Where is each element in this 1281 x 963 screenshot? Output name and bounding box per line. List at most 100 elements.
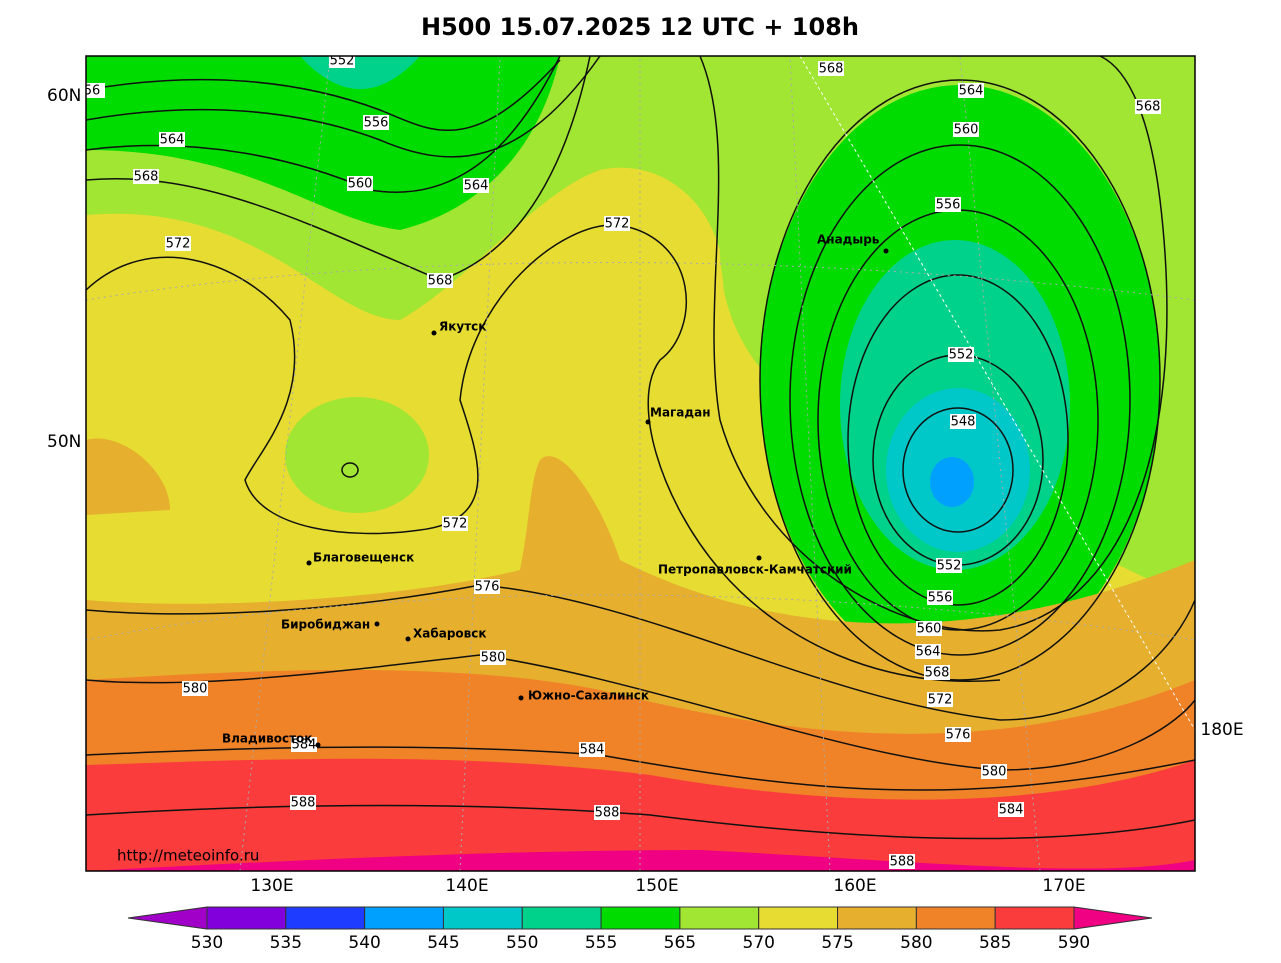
contour-label-bg [998, 802, 1024, 817]
contour-label: 572 [166, 237, 191, 252]
contour-label-bg [442, 516, 468, 531]
contour-label: 572 [605, 217, 630, 232]
contour-label: 588 [890, 855, 915, 870]
lon-label: 140E [445, 876, 488, 896]
contour-label-bg [927, 590, 953, 605]
colorbar-tick-label: 565 [664, 933, 696, 953]
contour-label: 568 [925, 666, 950, 681]
contour-label: 548 [951, 415, 976, 430]
map-frame [85, 55, 1196, 872]
contour-label: 564 [916, 645, 941, 660]
city-dot [315, 742, 321, 748]
contour-label-bg [480, 650, 506, 665]
city-dot [405, 636, 411, 642]
contour-label-bg [604, 216, 630, 231]
contour-label-bg [915, 644, 941, 659]
colorbar-tick-label: 590 [1058, 933, 1090, 953]
contour-label-bg [474, 579, 500, 594]
contour-label-bg [924, 665, 950, 680]
contour-label: 556 [928, 591, 953, 606]
contour-label: 552 [949, 348, 974, 363]
city-name: Петропавловск-Камчатский [658, 563, 852, 577]
lon-label: 170E [1042, 876, 1085, 896]
contour-label-bg [159, 132, 185, 147]
contour-label-bg [927, 692, 953, 707]
contour-label: 552 [937, 559, 962, 574]
contour-label-bg [981, 764, 1007, 779]
colorbar-swatch [364, 906, 444, 930]
colorbar-tick-label: 575 [821, 933, 853, 953]
contour-label: 572 [443, 517, 468, 532]
colorbar-high-end [1073, 906, 1153, 930]
colorbar-tick-label: 550 [506, 933, 538, 953]
city-dot [431, 330, 437, 336]
contour-label: 568 [1136, 100, 1161, 115]
city-dot [374, 621, 380, 627]
contour-label-bg [945, 727, 971, 742]
city-dot [645, 419, 651, 425]
contour-label-bg [291, 737, 317, 752]
colorbar-tick-label: 545 [427, 933, 459, 953]
contour-label: 588 [595, 806, 620, 821]
contour-label-bg [347, 176, 373, 191]
contour-label: 584 [292, 738, 317, 753]
contour-label-bg [950, 414, 976, 429]
contour-label-bg [1135, 99, 1161, 114]
title: H500 15.07.2025 12 UTC + 108h [421, 13, 859, 41]
lon-label: 150E [635, 876, 678, 896]
colorbar-low-end [127, 906, 208, 930]
contour-label: 580 [183, 682, 208, 697]
city-name: Биробиджан [281, 618, 370, 632]
colorbar-tick-label: 570 [743, 933, 775, 953]
contour-label: 564 [160, 133, 185, 148]
contour-label: 556 [364, 116, 389, 131]
colorbar-swatch [521, 906, 602, 930]
contour-label: 588 [291, 796, 316, 811]
contour-label: 568 [134, 170, 159, 185]
contour-label: 568 [428, 274, 453, 289]
colorbar-tick-label: 580 [900, 933, 932, 953]
contour-label-bg [953, 122, 979, 137]
contour-label: 552 [330, 54, 355, 69]
colorbar-tick-label: 530 [191, 933, 223, 953]
contour-label-bg [958, 83, 984, 98]
colorbar-tick-label: 585 [979, 933, 1011, 953]
contour-label-bg [290, 795, 316, 810]
colorbar-swatch [442, 906, 523, 930]
contour-label-bg [133, 169, 159, 184]
source-url: http://meteoinfo.ru [117, 847, 259, 865]
city-name: Магадан [650, 406, 711, 420]
lat-label: 50N [47, 432, 81, 452]
colorbar-tick-label: 555 [585, 933, 617, 953]
colorbar-swatch [915, 906, 996, 930]
city-name: Владивосток [222, 732, 312, 746]
contour-label-bg [463, 178, 489, 193]
colorbar-swatch [837, 906, 917, 930]
contour-label-bg [165, 236, 191, 251]
colorbar-tick-label: 540 [348, 933, 380, 953]
contour-label: 576 [475, 580, 500, 595]
contour-label-bg [427, 273, 453, 288]
city-name: Анадырь [817, 233, 880, 247]
contour-label: 556 [936, 198, 961, 213]
contour-label: 56 [84, 84, 101, 99]
contour-label-bg [579, 742, 605, 757]
contour-label-bg [935, 197, 961, 212]
contour-label: 584 [999, 803, 1024, 818]
lon-label: 160E [833, 876, 876, 896]
contour-label-bg [182, 681, 208, 696]
colorbar-swatch [206, 906, 287, 930]
colorbar-tick-label: 535 [270, 933, 302, 953]
city-dot [306, 560, 312, 566]
contour-label-bg [329, 56, 355, 68]
map-area: 552 56 556 564 560 564 568 572 568 572 572 576 580 58… [84, 54, 1195, 871]
city-dot [883, 248, 889, 254]
contour-label-bg [363, 115, 389, 130]
contour-label-bg [889, 854, 915, 869]
contour-label: 584 [580, 743, 605, 758]
city-name: Южно-Сахалинск [528, 689, 649, 703]
city-dot [756, 555, 762, 561]
contour-label: 580 [982, 765, 1007, 780]
contour-label: 580 [481, 651, 506, 666]
